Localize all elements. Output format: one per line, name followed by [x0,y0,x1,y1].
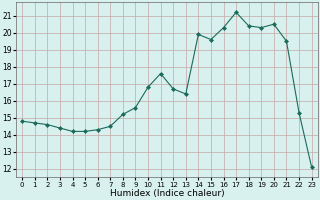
X-axis label: Humidex (Indice chaleur): Humidex (Indice chaleur) [109,189,224,198]
